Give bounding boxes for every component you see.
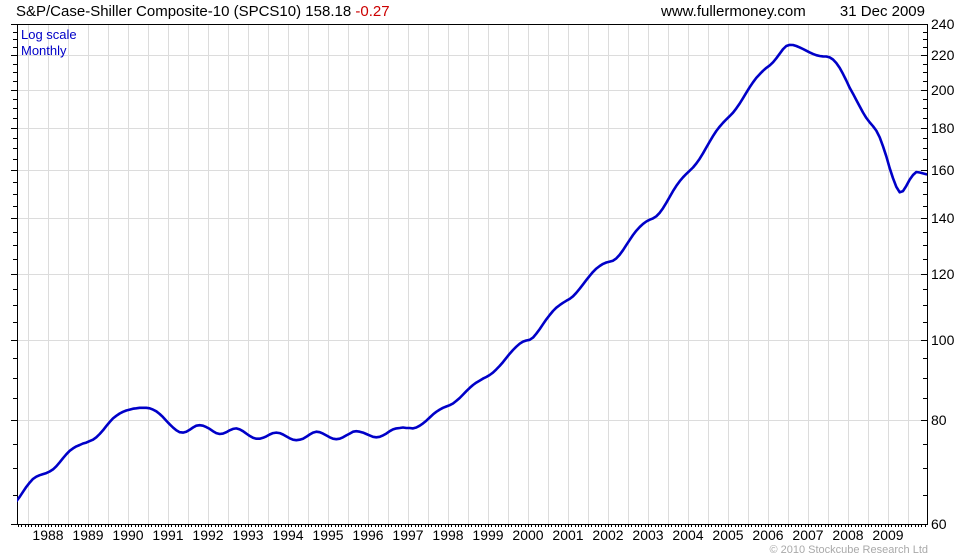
x-axis-year-label: 2000: [512, 527, 544, 543]
change-value: -0.27: [355, 3, 390, 20]
last-value: 158.18: [305, 3, 352, 20]
x-axis-year-label: 1996: [352, 527, 384, 543]
y-axis-label: 180: [931, 119, 955, 136]
y-axis-label: 240: [931, 16, 955, 32]
x-axis-year-label: 2008: [832, 527, 864, 543]
x-axis-year-label: 1994: [272, 527, 304, 543]
fullermoney-watermark: www.fullermoney.com: [661, 3, 806, 20]
x-axis-year-label: 2004: [672, 527, 704, 543]
chart-date: 31 Dec 2009: [839, 3, 925, 20]
x-axis-year-label: 2009: [872, 527, 904, 543]
y-axis-label: 60: [931, 516, 947, 532]
monthly-label: Monthly: [21, 43, 67, 58]
x-axis-year-label: 1988: [32, 527, 64, 543]
chart-title: S&P/Case-Shiller Composite-10 (SPCS10): [16, 3, 302, 20]
x-axis-year-label: 1990: [112, 527, 144, 543]
x-axis-year-label: 2002: [592, 527, 624, 543]
log-scale-label: Log scale: [21, 27, 77, 42]
x-axis-year-label: 1993: [232, 527, 264, 543]
y-axis-label: 120: [931, 266, 955, 282]
x-axis-year-label: 1995: [312, 527, 344, 543]
y-axis-label: 160: [931, 162, 955, 179]
x-axis-year-label: 1991: [152, 527, 184, 543]
x-axis-year-label: 1992: [192, 527, 224, 543]
y-axis-label: 140: [931, 210, 955, 227]
x-axis-year-label: 2006: [752, 527, 784, 543]
chart-title-bar: S&P/Case-Shiller Composite-10 (SPCS10) 1…: [16, 3, 390, 20]
y-axis-label: 100: [931, 331, 955, 348]
x-axis-year-label: 2007: [792, 527, 824, 543]
x-axis-year-label: 1997: [392, 527, 424, 543]
y-axis-label: 220: [931, 47, 955, 64]
y-axis-label: 200: [931, 81, 955, 98]
x-axis-year-label: 2003: [632, 527, 664, 543]
copyright-notice: © 2010 Stockcube Research Ltd: [769, 544, 928, 556]
x-axis-year-label: 1999: [472, 527, 504, 543]
chart-annotations: Log scale Monthly: [21, 27, 77, 59]
x-axis-year-label: 1998: [432, 527, 464, 543]
x-axis-year-label: 2005: [712, 527, 744, 543]
x-axis-year-label: 2001: [552, 527, 584, 543]
y-axis-label: 80: [931, 412, 947, 429]
x-axis-year-label: 1989: [72, 527, 104, 543]
